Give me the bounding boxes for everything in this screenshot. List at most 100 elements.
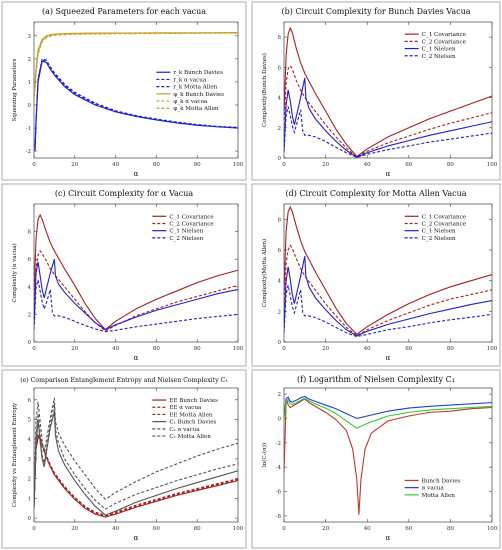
series-line-1 [34, 213, 238, 331]
chart-panel-4: (d) Circuit Complexity for Motta Allen V… [251, 183, 501, 367]
y-tick-label: 0 [278, 416, 282, 422]
x-axis-label: α [134, 534, 139, 542]
legend-entry: EE Bunch Davies [169, 398, 218, 404]
y-tick-label: 5 [28, 418, 32, 424]
x-tick-label: 0 [282, 346, 286, 352]
x-tick-label: 40 [112, 162, 119, 168]
x-tick-label: 0 [32, 346, 36, 352]
series-line-6 [34, 403, 238, 510]
series-line-5 [34, 397, 238, 501]
legend-entry: EE α vacua [169, 405, 202, 411]
legend-entry: C_2 Covariance [169, 221, 214, 227]
y-tick-label: 0 [278, 156, 282, 162]
series-line-3 [284, 77, 492, 158]
plot-area [33, 387, 239, 523]
y-tick-label: 0 [28, 516, 32, 522]
y-tick-label: 4 [28, 437, 32, 443]
panel-frame [1, 1, 247, 181]
y-tick-label: 3 [28, 457, 32, 463]
y-tick-label: 3 [28, 34, 32, 40]
legend-entry: C_1 Covariance [169, 214, 214, 220]
y-axis-label: Complexity (α vacua) [11, 243, 18, 302]
series-line-2 [34, 249, 238, 332]
y-tick-label: 4 [278, 96, 282, 102]
x-axis-label: α [386, 354, 391, 362]
legend-entry: C_1 Covariance [422, 32, 467, 38]
legend-entry: C_2 Covariance [422, 221, 467, 227]
y-tick-label: 0 [28, 103, 32, 109]
chart-title: (d) Circuit Complexity for Motta Allen V… [285, 189, 466, 198]
y-tick-label: -6 [276, 490, 282, 496]
x-tick-label: 60 [405, 346, 412, 352]
plot-area [283, 21, 493, 159]
chart-title: (b) Circuit Complexity for Bunch Davies … [281, 7, 470, 16]
x-tick-label: 100 [233, 526, 244, 532]
series-line-2 [284, 244, 492, 337]
y-axis-label: Squeezing Parameters [12, 58, 18, 121]
y-tick-label: 2 [28, 477, 32, 483]
legend-entry: φ_k Bunch Davies [173, 92, 224, 98]
y-tick-label: -4 [276, 465, 282, 471]
chart-panel-5: (e) Comparison Entanglement Entropy and … [1, 369, 247, 549]
x-tick-label: 80 [447, 526, 454, 532]
y-tick-label: 6 [28, 398, 32, 404]
series-line-2 [284, 64, 492, 158]
legend-entry: C_1 Nielsen [422, 47, 456, 53]
x-tick-label: 60 [153, 162, 160, 168]
series-group [284, 395, 492, 515]
legend-entry: φ_k α vacua [173, 99, 208, 105]
x-axis-label: α [386, 170, 391, 178]
chart-panel-1: (a) Squeezed Parameters for each vacua 0 2… [1, 1, 247, 181]
legend-entry: r_k Motta Allen [173, 85, 217, 91]
series-line-1 [284, 205, 492, 336]
y-tick-label: 8 [278, 217, 282, 223]
x-tick-label: 60 [153, 526, 160, 532]
y-tick-label: 0 [28, 340, 32, 346]
legend-entry: r_k Bunch Davies [173, 70, 223, 76]
plot-area [33, 203, 239, 343]
series-line-4 [284, 106, 492, 158]
series-line-3 [284, 256, 492, 337]
x-tick-label: 20 [322, 346, 329, 352]
x-tick-label: 60 [405, 162, 412, 168]
y-tick-label: -2 [26, 149, 31, 155]
x-tick-label: 40 [364, 162, 371, 168]
x-tick-label: 40 [364, 526, 371, 532]
x-tick-label: 60 [153, 346, 160, 352]
legend-entry: α vacua [422, 486, 445, 492]
x-axis-label: α [386, 534, 391, 542]
x-tick-label: 0 [282, 162, 286, 168]
x-tick-label: 0 [282, 526, 286, 532]
series-line-5 [34, 32, 238, 101]
legend-entry: Motta Allen [422, 493, 456, 499]
series-line-6 [34, 32, 238, 103]
chart-title: (c) Circuit Complexity for α Vacua [55, 189, 194, 198]
panel-frame [251, 1, 501, 181]
y-axis-label: ln(C₁(α)) [261, 443, 268, 467]
chart-panel-6: (f) Logarithm of Nielsen Complexity C₁ 0 2… [251, 369, 501, 549]
series-group [34, 32, 238, 152]
x-tick-label: 100 [487, 346, 498, 352]
chart-title: (e) Comparison Entanglement Entropy and … [20, 377, 228, 384]
legend-entry: EE Motta Allen [169, 412, 213, 418]
panel-frame [251, 369, 501, 549]
series-group [284, 205, 492, 338]
y-tick-label: 6 [278, 65, 282, 71]
x-tick-label: 40 [112, 346, 119, 352]
x-tick-label: 20 [322, 526, 329, 532]
chart-title: (a) Squeezed Parameters for each vacua [42, 7, 206, 16]
series-line-4 [34, 279, 238, 333]
y-tick-label: 1 [28, 496, 32, 502]
y-tick-label: 2 [28, 312, 32, 318]
x-tick-label: 100 [487, 162, 498, 168]
y-tick-label: 8 [28, 230, 32, 236]
x-tick-label: 80 [194, 526, 201, 532]
series-line-1 [284, 26, 492, 158]
y-tick-label: 2 [278, 392, 282, 398]
legend-entry: C_1 Nielsen [169, 229, 203, 235]
